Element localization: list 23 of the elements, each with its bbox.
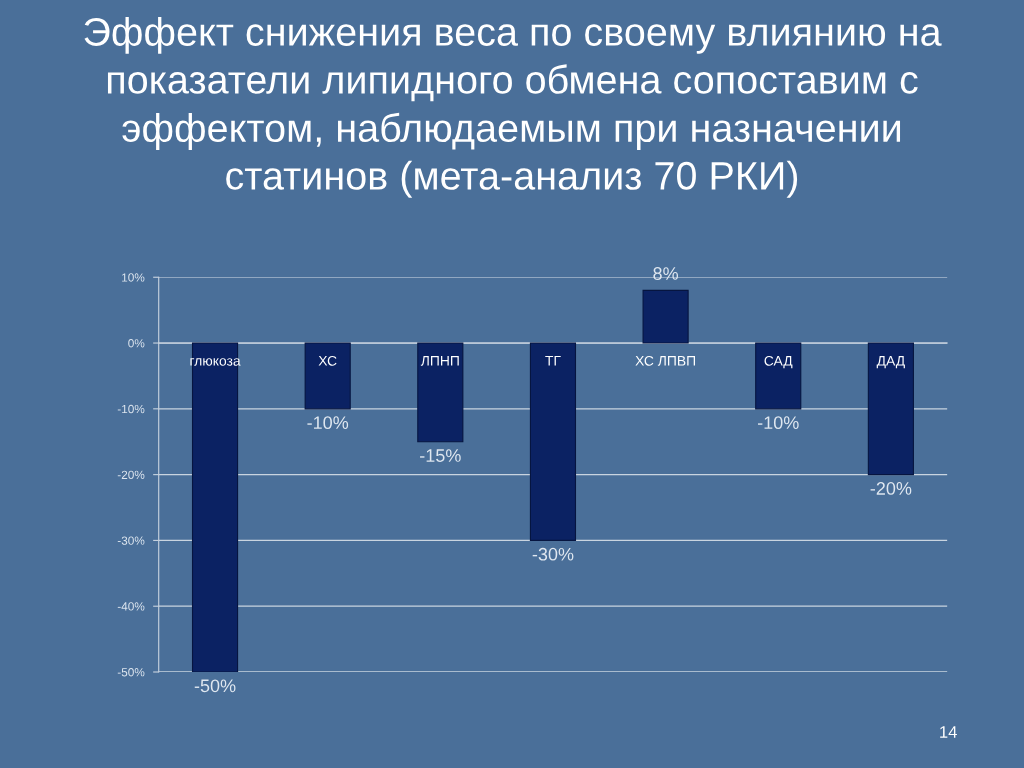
x-tick-label: ТГ (545, 356, 561, 366)
x-tick-label: ХС (318, 355, 337, 366)
data-label: 8% (653, 267, 679, 280)
data-label: -50% (194, 679, 236, 693)
y-tick-label: 10% (122, 273, 145, 282)
y-tick-label: -20% (117, 470, 145, 480)
data-label: -20% (870, 482, 912, 495)
x-tick-label: глюкоза (190, 358, 241, 366)
y-tick-label: -30% (117, 536, 145, 545)
data-label: -10% (757, 416, 799, 430)
data-label: -10% (307, 416, 349, 430)
y-tick-label: -50% (117, 668, 145, 677)
text: 14 (940, 726, 957, 738)
y-tick-label: 0% (128, 339, 145, 348)
y-tick-label: -10% (117, 404, 145, 414)
chart-title: Эффект снижения веса по своему влиянию на показатели липидного обмена сопоставим с эффектом, наблюдаемым при назначении статинов (мета-анализ 70 РКИ) (84, 16, 942, 198)
x-tick-label: ХС ЛПВП (635, 355, 696, 366)
x-tick-label: САД (764, 355, 793, 369)
data-label: -30% (532, 547, 574, 561)
y-tick-label: -40% (117, 602, 145, 611)
x-tick-label: ЛПНП (420, 356, 459, 366)
data-label: -15% (420, 449, 461, 462)
x-tick-label: ДАД (876, 356, 905, 369)
